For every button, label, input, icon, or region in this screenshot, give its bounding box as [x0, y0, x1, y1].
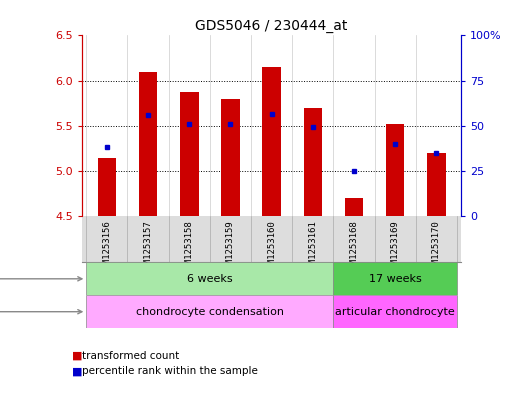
Text: chondrocyte condensation: chondrocyte condensation: [136, 307, 284, 317]
Text: GSM1253157: GSM1253157: [144, 220, 153, 274]
Text: percentile rank within the sample: percentile rank within the sample: [82, 366, 258, 376]
Text: GSM1253159: GSM1253159: [226, 220, 235, 274]
Bar: [262, 67, 281, 216]
Text: 17 weeks: 17 weeks: [369, 274, 421, 284]
Text: development stage: development stage: [0, 274, 82, 284]
Bar: [427, 153, 446, 216]
Text: ■: ■: [72, 366, 82, 376]
Bar: [98, 158, 116, 216]
Bar: [139, 72, 157, 216]
Bar: [386, 124, 404, 216]
Bar: [180, 92, 199, 216]
Text: GSM1253158: GSM1253158: [185, 220, 194, 274]
Text: articular chondrocyte: articular chondrocyte: [335, 307, 455, 317]
Text: GSM1253161: GSM1253161: [308, 220, 317, 274]
Bar: [344, 198, 363, 216]
Bar: [221, 99, 240, 216]
Title: GDS5046 / 230444_at: GDS5046 / 230444_at: [196, 19, 348, 33]
Text: transformed count: transformed count: [82, 351, 179, 361]
Text: GSM1253170: GSM1253170: [432, 220, 441, 274]
Text: GSM1253160: GSM1253160: [267, 220, 276, 274]
Bar: [86, 263, 333, 295]
Text: ■: ■: [72, 351, 82, 361]
Bar: [333, 263, 457, 295]
Text: GSM1253168: GSM1253168: [349, 220, 358, 274]
Text: GSM1253169: GSM1253169: [391, 220, 400, 274]
Text: GSM1253156: GSM1253156: [102, 220, 111, 274]
Bar: [333, 295, 457, 328]
Bar: [86, 295, 333, 328]
Text: cell type: cell type: [0, 307, 82, 317]
Bar: [304, 108, 322, 216]
Text: 6 weeks: 6 weeks: [187, 274, 233, 284]
